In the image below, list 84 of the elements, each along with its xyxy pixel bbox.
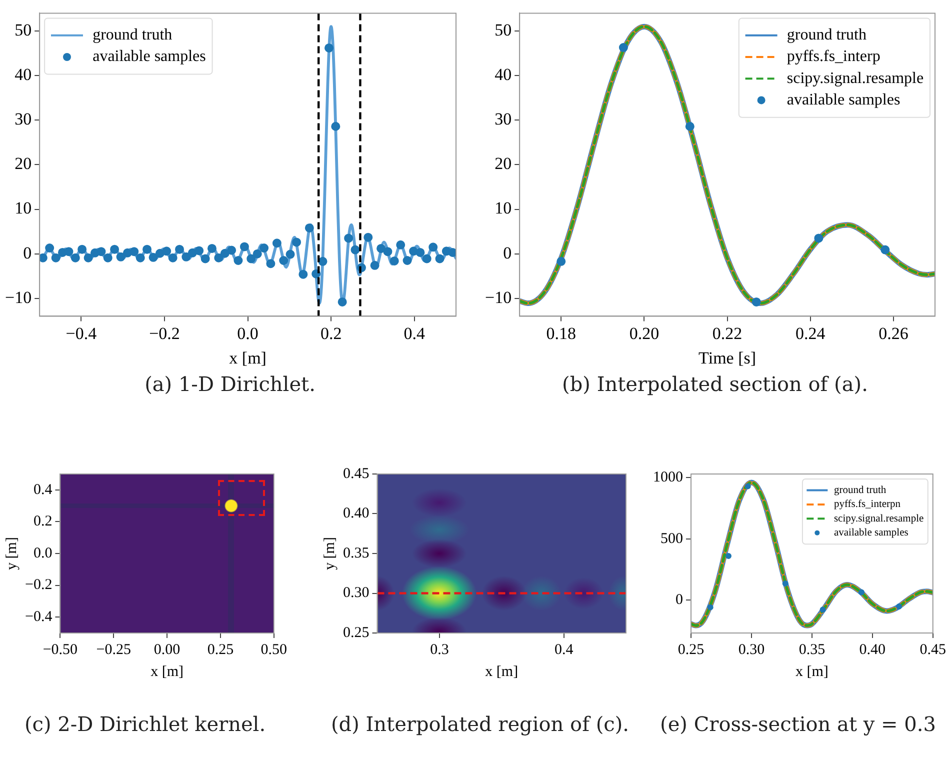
x-tick-label: 0.50 — [260, 642, 287, 658]
point — [618, 43, 628, 52]
text: (b) Interpolated section of (a). — [562, 372, 868, 396]
y-tick-label: 0.30 — [343, 585, 370, 602]
point — [685, 122, 694, 131]
point — [752, 297, 761, 306]
text: (c) 2-D Dirichlet kernel. — [24, 712, 266, 736]
y-tick-label: −10 — [4, 288, 32, 307]
x-tick-label: 0.2 — [320, 324, 342, 343]
legend-label: available samples — [786, 91, 900, 108]
y-axis-title: y [m] — [322, 537, 338, 570]
legend-label: scipy.signal.resample — [786, 70, 924, 87]
x-tick-label: −0.2 — [149, 324, 180, 343]
y-tick-label: 0 — [503, 243, 512, 262]
x-tick-label: 0.22 — [712, 324, 742, 343]
legend-label: scipy.signal.resample — [834, 513, 924, 524]
x-tick-label: 0.4 — [404, 324, 426, 343]
y-tick-label: −0.2 — [24, 577, 52, 594]
point — [744, 483, 751, 490]
x-tick-label: 0.40 — [859, 642, 886, 658]
point — [725, 552, 732, 559]
legend-label: pyffs.fs_interp — [786, 48, 880, 66]
y-tick-label: −10 — [484, 288, 512, 307]
legend-label: ground truth — [92, 26, 172, 44]
text: (a) 1-D Dirichlet. — [144, 372, 316, 396]
y-tick-label: 20 — [14, 154, 32, 174]
point — [858, 589, 865, 596]
y-tick-label: 50 — [14, 20, 32, 40]
y-tick-label: 0.2 — [33, 514, 52, 530]
x-tick-label: 0.3 — [430, 642, 449, 658]
x-tick-label: 0.18 — [546, 324, 576, 343]
y-tick-label: 50 — [494, 20, 512, 40]
y-tick-label: 30 — [494, 110, 512, 129]
point — [556, 256, 566, 266]
y-tick-label: 0 — [676, 592, 683, 608]
x-tick-label: −0.4 — [66, 324, 98, 343]
y-tick-label: 0 — [23, 243, 32, 262]
x-axis-title: x [m] — [795, 664, 828, 680]
x-tick-label: 0.35 — [798, 642, 826, 658]
y-tick-label: 0.45 — [343, 466, 370, 482]
point — [814, 234, 824, 243]
y-tick-label: 10 — [14, 198, 32, 218]
y-tick-label: 0.35 — [343, 545, 370, 562]
y-axis-title: y [m] — [4, 537, 20, 570]
legend-label: ground truth — [834, 485, 887, 496]
x-tick-label: 0.45 — [920, 642, 946, 658]
x-tick-label: −0.25 — [96, 642, 131, 658]
text: (d) Interpolated region of (c). — [330, 712, 630, 736]
point — [782, 580, 788, 586]
y-tick-label: 500 — [660, 530, 683, 547]
legend-label: available samples — [92, 48, 206, 66]
y-tick-label: 0.25 — [343, 624, 370, 641]
x-axis-title: x [m] — [229, 348, 266, 368]
point — [880, 245, 890, 254]
x-tick-label: 0.25 — [207, 642, 234, 658]
x-axis-title: x [m] — [150, 664, 184, 680]
text: (e) Cross-section at y = 0.3 — [660, 712, 936, 736]
y-tick-label: 1000 — [653, 470, 683, 486]
x-tick-label: 0.0 — [237, 324, 258, 343]
y-tick-label: 40 — [494, 65, 512, 84]
x-axis-title: x [m] — [485, 664, 518, 680]
legend-label: available samples — [834, 528, 908, 539]
y-tick-label: 10 — [494, 198, 512, 218]
y-tick-label: 40 — [14, 65, 32, 84]
y-tick-label: 20 — [494, 154, 512, 174]
y-tick-label: 0.0 — [33, 545, 52, 562]
x-tick-label: 0.4 — [554, 642, 574, 658]
point — [820, 606, 826, 613]
x-tick-label: −0.50 — [42, 642, 78, 658]
x-tick-label: 0.20 — [629, 324, 660, 343]
x-axis-title: Time [s] — [698, 348, 756, 368]
x-tick-label: 0.25 — [678, 642, 704, 658]
x-tick-label: 0.26 — [878, 324, 908, 343]
x-tick-label: 0.00 — [154, 642, 180, 658]
point — [707, 604, 714, 610]
y-tick-label: 30 — [14, 110, 32, 129]
point — [896, 603, 902, 610]
y-tick-label: 0.4 — [33, 482, 53, 498]
legend-label: ground truth — [786, 26, 866, 44]
x-tick-label: 0.30 — [738, 642, 765, 658]
y-tick-label: −0.4 — [24, 609, 53, 626]
x-tick-label: 0.24 — [796, 324, 826, 343]
legend-label: pyffs.fs_interpn — [834, 499, 902, 510]
y-tick-label: 0.40 — [343, 506, 370, 522]
